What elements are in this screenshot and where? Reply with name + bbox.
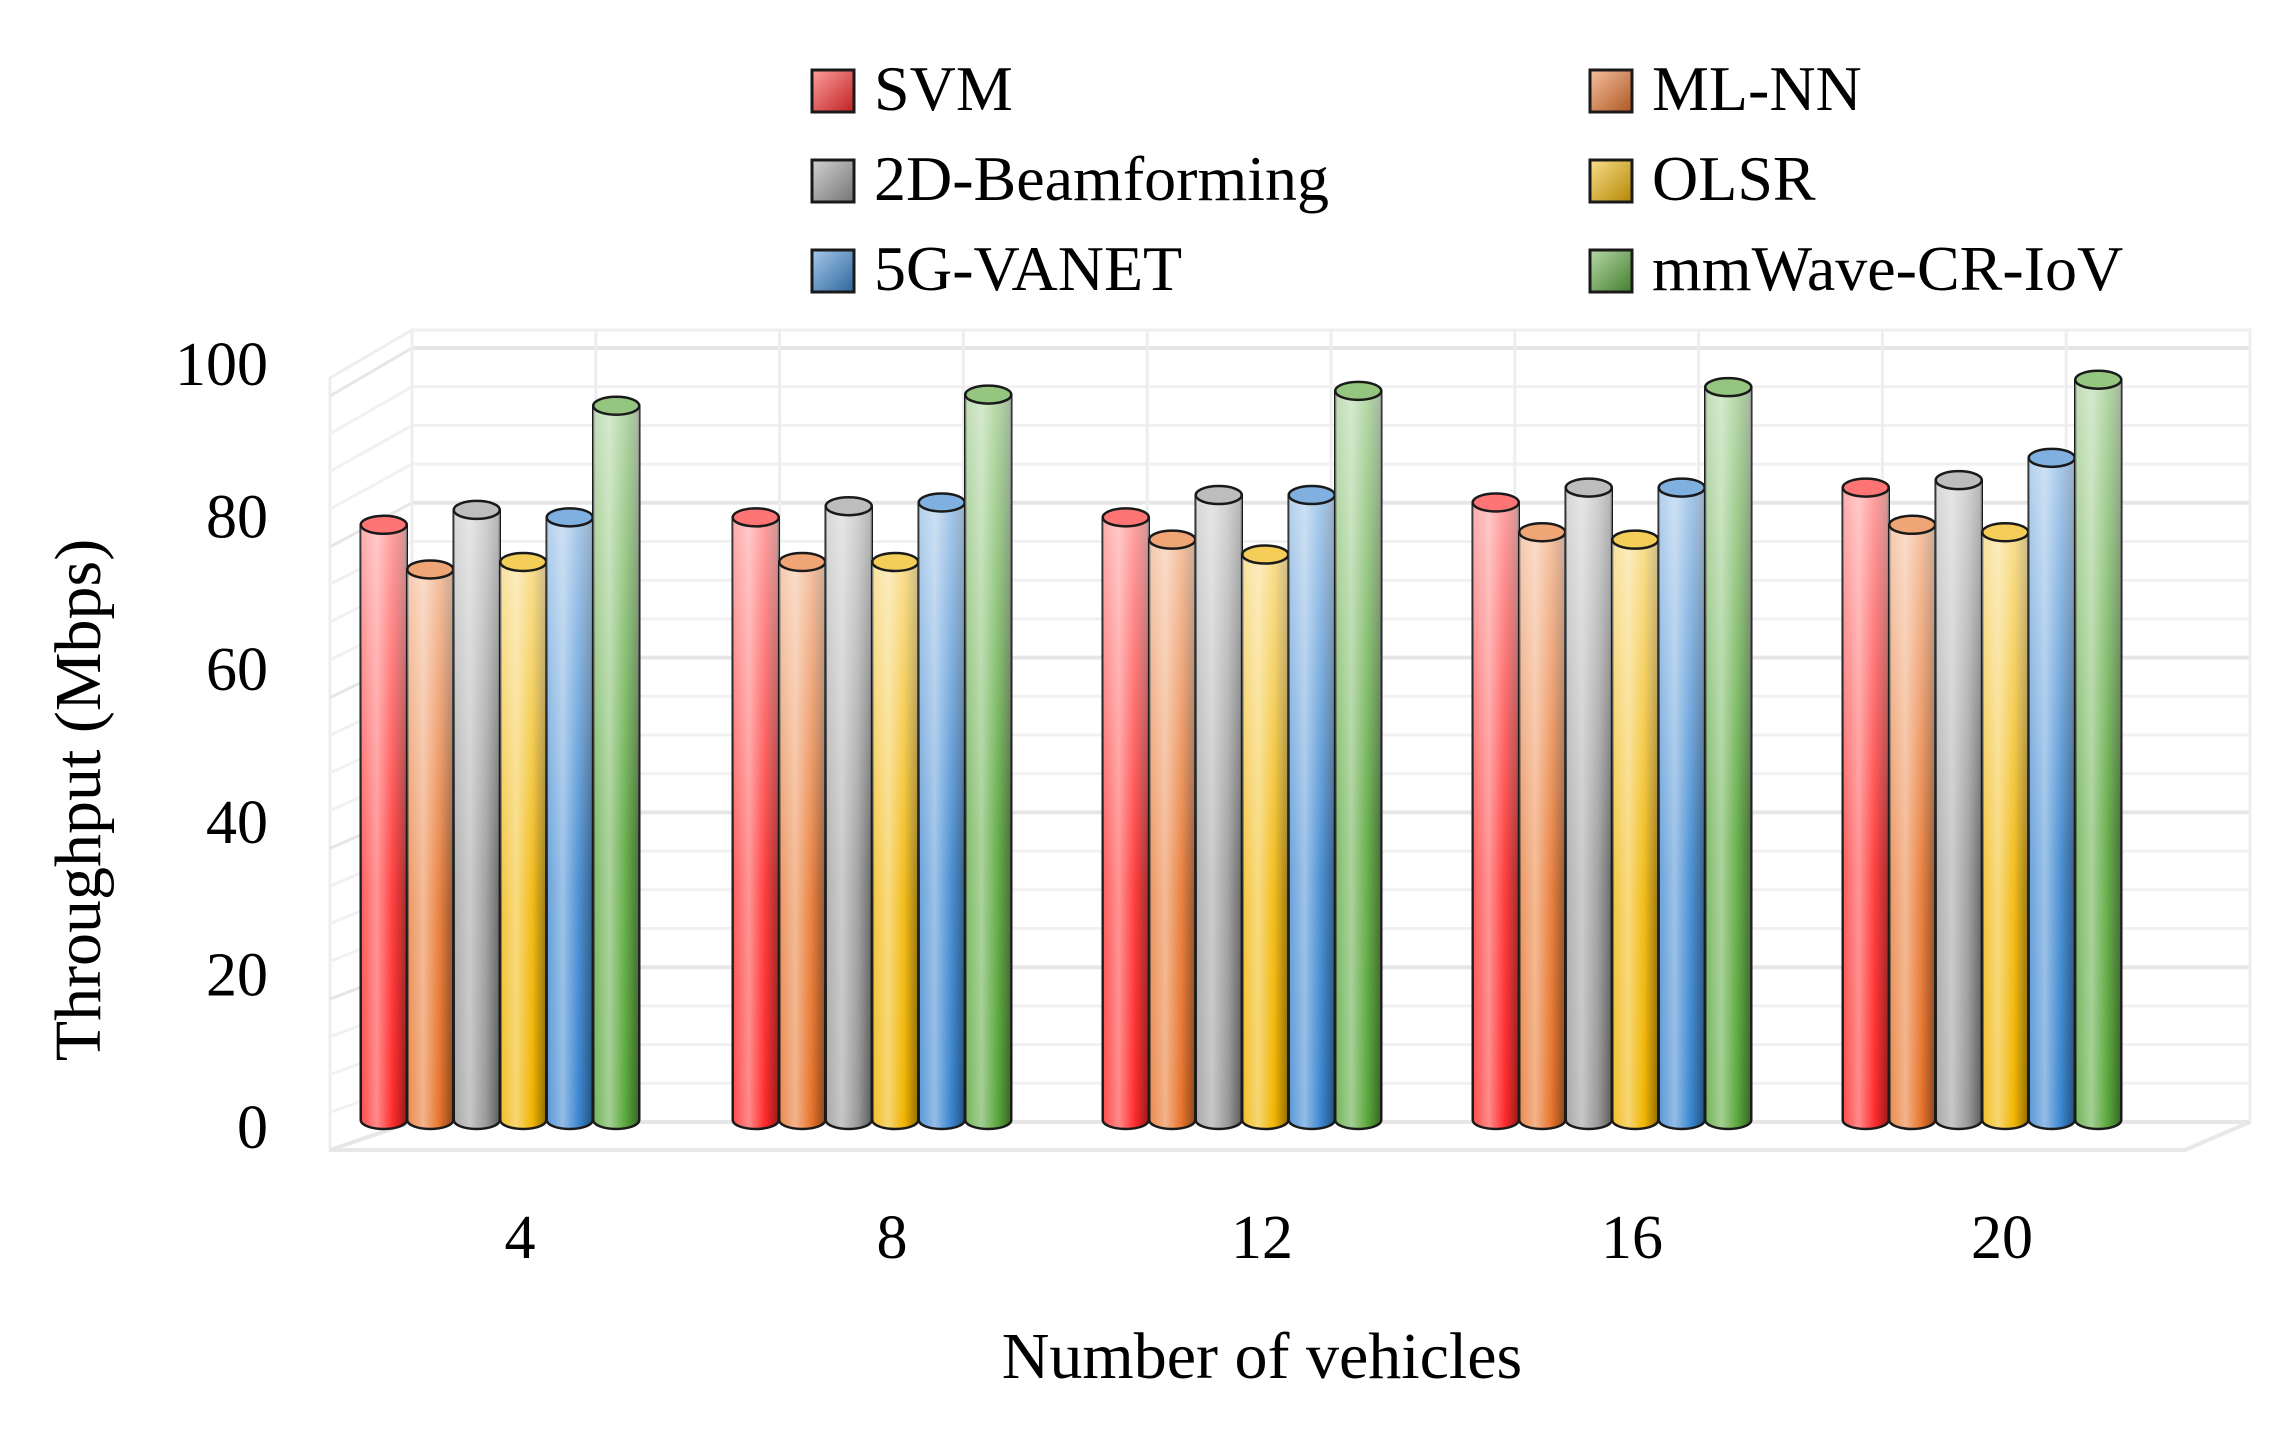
y-tick-label: 60 (206, 636, 268, 704)
bars (359, 369, 2123, 1131)
legend-item-ml-nn: ML-NN (1588, 53, 1862, 124)
bar-5g-vanet-16 (1657, 477, 1706, 1131)
legend-item-5g-vanet: 5G-VANET (810, 233, 1182, 304)
legend-swatch (1588, 68, 1634, 114)
bar-2d-beamforming-16 (1564, 477, 1613, 1131)
gridline-side (329, 424, 413, 473)
bar-svm-12 (1101, 507, 1150, 1131)
bar-olsr-4 (499, 551, 548, 1131)
legend-label: 5G-VANET (874, 233, 1182, 304)
legend-item-2d-beamforming: 2D-Beamforming (810, 143, 1329, 214)
y-axis-label: Throughput (Mbps) (42, 539, 115, 1061)
bar-5g-vanet-20 (2027, 447, 2076, 1131)
gridline-side (329, 385, 413, 436)
legend-item-svm: SVM (810, 53, 1013, 124)
legend-label: OLSR (1652, 143, 1816, 214)
bar-olsr-12 (1241, 544, 1290, 1131)
x-tick-label: 12 (1231, 1204, 1293, 1272)
legend-swatch (810, 248, 856, 294)
bar-mmwave-cr-iov-20 (2074, 369, 2123, 1131)
bar-ml-nn-20 (1888, 514, 1937, 1131)
bar-mmwave-cr-iov-4 (592, 395, 641, 1131)
gridline-side (329, 462, 413, 511)
y-tick-label: 40 (206, 789, 268, 857)
bar-ml-nn-12 (1148, 529, 1197, 1131)
y-axis-ticks: 0 20 40 60 80 100 (175, 331, 268, 1162)
bar-mmwave-cr-iov-8 (964, 384, 1013, 1131)
legend-label: 2D-Beamforming (874, 143, 1329, 214)
bar-2d-beamforming-8 (824, 495, 873, 1131)
x-axis-label: Number of vehicles (1002, 1320, 1523, 1393)
bar-5g-vanet-8 (917, 492, 966, 1131)
y-tick-label: 100 (175, 331, 268, 399)
legend-label: mmWave-CR-IoV (1652, 233, 2123, 304)
legend-label: ML-NN (1652, 53, 1862, 124)
x-tick-label: 16 (1601, 1204, 1663, 1272)
bar-5g-vanet-4 (545, 507, 594, 1131)
bar-mmwave-cr-iov-12 (1334, 380, 1383, 1131)
bar-2d-beamforming-20 (1934, 469, 1983, 1131)
bar-2d-beamforming-4 (452, 499, 501, 1131)
gridline-side (329, 346, 413, 398)
bar-2d-beamforming-12 (1194, 484, 1243, 1131)
bar-svm-8 (731, 507, 780, 1131)
y-tick-label: 0 (237, 1094, 268, 1162)
legend-label: SVM (874, 53, 1013, 124)
legend-swatch (1588, 158, 1634, 204)
y-tick-label: 20 (206, 941, 268, 1009)
bar-ml-nn-4 (406, 559, 455, 1131)
x-axis-ticks: 4 8 12 16 20 (505, 1204, 2034, 1272)
legend: SVM ML-NN 2D-Beamforming OLSR 5G-VANET mmWave… (810, 53, 2123, 304)
bar-ml-nn-16 (1518, 521, 1567, 1131)
legend-swatch (810, 68, 856, 114)
x-tick-label: 4 (505, 1204, 536, 1272)
bar-olsr-20 (1981, 521, 2030, 1131)
bar-ml-nn-8 (778, 551, 827, 1131)
x-tick-label: 8 (877, 1204, 908, 1272)
legend-swatch (1588, 248, 1634, 294)
x-tick-label: 20 (1971, 1204, 2033, 1272)
legend-item-mmwave-cr-iov: mmWave-CR-IoV (1588, 233, 2123, 304)
bar-5g-vanet-12 (1287, 484, 1336, 1131)
bar-svm-16 (1471, 492, 1520, 1131)
bar-svm-4 (359, 514, 408, 1131)
bar-mmwave-cr-iov-16 (1704, 376, 1753, 1131)
y-tick-label: 80 (206, 484, 268, 552)
bar-olsr-16 (1611, 529, 1660, 1131)
legend-item-olsr: OLSR (1588, 143, 1816, 214)
legend-swatch (810, 158, 856, 204)
bar-olsr-8 (871, 551, 920, 1131)
bar-svm-20 (1841, 477, 1890, 1131)
